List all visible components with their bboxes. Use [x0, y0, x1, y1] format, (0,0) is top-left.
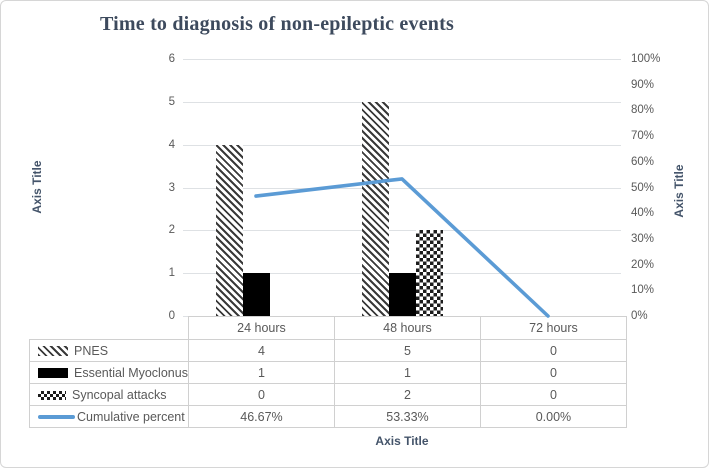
legend-cell: Cumulative percent — [29, 405, 189, 428]
data-value-cell: 0.00% — [479, 405, 627, 428]
series-name-label: Essential Myoclonus — [74, 365, 188, 380]
right-axis-tick-label: 20% — [631, 258, 655, 271]
data-value-cell: 0 — [479, 383, 627, 406]
right-axis-tick-label: 100% — [631, 53, 661, 65]
data-value-cell: 1 — [187, 361, 335, 384]
bar-pnes — [361, 101, 389, 316]
category-header-cell: 48 hours — [333, 316, 481, 340]
checkerboard-legend-swatch — [38, 390, 66, 400]
gridline — [183, 187, 621, 189]
gridline — [183, 144, 621, 146]
data-table-row: Cumulative percent 46.67% 53.33% 0.00% — [29, 405, 627, 428]
legend-cell: PNES — [29, 339, 189, 362]
legend-cell: Syncopal attacks — [29, 383, 189, 406]
left-axis-tick-label: 3 — [168, 181, 175, 194]
line-legend-swatch — [38, 415, 75, 420]
data-value-cell: 0 — [479, 361, 627, 384]
bar-pnes — [215, 144, 243, 316]
data-value-cell: 53.33% — [333, 405, 481, 428]
left-axis-tick-label: 6 — [168, 53, 175, 65]
right-axis-tick-label: 10% — [631, 284, 655, 297]
data-table-row: Syncopal attacks 0 2 0 — [29, 383, 627, 406]
left-axis-tick-label: 1 — [168, 267, 175, 280]
category-header-cell: 24 hours — [187, 316, 335, 340]
series-name-label: Cumulative percent — [77, 409, 185, 424]
data-value-cell: 0 — [479, 339, 627, 362]
diagonal-hatch-legend-swatch — [38, 346, 68, 357]
right-axis-tick-label: 60% — [631, 155, 655, 168]
gridline — [183, 230, 621, 232]
right-axis-tick-label: 80% — [631, 104, 655, 117]
data-value-cell: 1 — [333, 361, 481, 384]
data-table-corner-cell — [30, 317, 189, 340]
right-axis-tick-label: 70% — [631, 130, 655, 143]
right-axis-tick-label: 0% — [631, 310, 648, 322]
left-axis-tick-label: 4 — [168, 138, 175, 151]
bar-essential-myoclonus — [242, 273, 270, 316]
data-table: 24 hours 48 hours 72 hours PNES 4 5 0 Essential… — [29, 316, 627, 428]
data-table-row: Essential Myoclonus 1 1 0 — [29, 361, 627, 384]
plot-area — [183, 59, 621, 318]
right-axis-tick-label: 30% — [631, 232, 655, 245]
data-value-cell: 0 — [187, 383, 335, 406]
data-value-cell: 4 — [187, 339, 335, 362]
gridline — [183, 101, 621, 103]
left-axis-tick-label: 0 — [168, 310, 175, 322]
bar-essential-myoclonus — [388, 273, 416, 316]
cumulative-percent-line — [254, 177, 550, 318]
data-table-row: PNES 4 5 0 — [29, 339, 627, 362]
right-axis-tick-label: 40% — [631, 207, 655, 220]
x-axis-title: Axis Title — [375, 434, 429, 448]
data-value-cell: 5 — [333, 339, 481, 362]
category-header-cell: 72 hours — [479, 316, 627, 340]
left-axis-title: Axis Title — [30, 160, 44, 214]
data-value-cell: 46.67% — [187, 405, 335, 428]
left-axis-tick-label: 2 — [168, 224, 175, 237]
right-axis-tick-label: 90% — [631, 78, 655, 91]
solid-black-legend-swatch — [38, 368, 68, 379]
bar-syncopal-attacks — [415, 230, 443, 316]
data-value-cell: 2 — [333, 383, 481, 406]
left-axis-tick-label: 5 — [168, 95, 175, 108]
chart-title: Time to diagnosis of non-epileptic event… — [100, 13, 454, 35]
series-name-label: Syncopal attacks — [72, 387, 167, 402]
data-table-header-row: 24 hours 48 hours 72 hours — [30, 316, 627, 340]
right-axis-tick-label: 50% — [631, 181, 655, 194]
legend-cell: Essential Myoclonus — [29, 361, 189, 384]
gridline — [183, 59, 621, 60]
series-name-label: PNES — [74, 343, 109, 358]
